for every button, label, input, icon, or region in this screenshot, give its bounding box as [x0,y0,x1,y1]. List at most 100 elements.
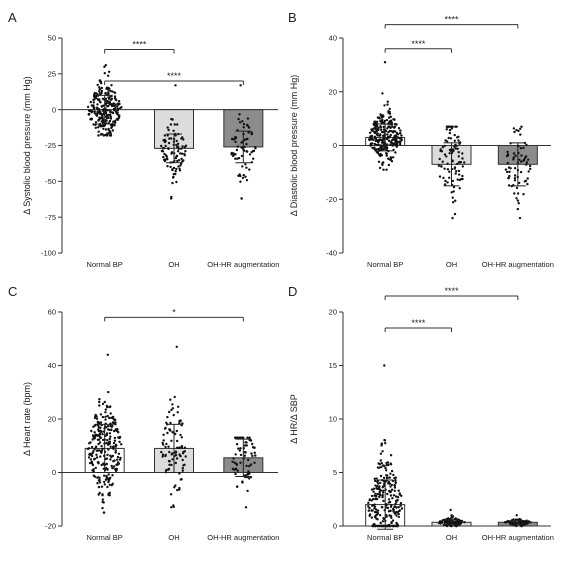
data-point [101,506,104,510]
data-point [90,429,93,433]
data-point [178,488,181,491]
data-point [378,134,381,137]
data-point [174,461,177,465]
data-point [114,418,117,421]
data-point [176,123,179,126]
data-point [372,487,376,490]
data-point [110,126,113,130]
data-point [184,455,187,458]
data-point [512,156,515,159]
data-point [234,436,237,439]
data-point [380,444,383,447]
data-point [97,119,100,122]
data-point [374,479,377,483]
data-point [230,137,234,141]
data-point [379,128,383,132]
data-point [386,476,389,480]
data-point [441,519,444,522]
data-point [114,119,117,123]
data-point [394,479,397,482]
data-point [457,161,461,164]
points-3 [230,84,257,200]
data-point [169,165,172,169]
data-point [248,472,251,475]
data-point [247,458,250,462]
data-point [371,128,374,132]
data-point [460,520,463,524]
data-point [102,511,106,514]
data-point [90,445,94,449]
y-tick-label: 25 [48,69,56,78]
data-point [93,110,96,113]
data-point [391,144,394,147]
y-tick-label: -100 [41,249,56,258]
data-point [176,439,179,443]
data-point [515,524,518,528]
data-point [109,115,112,118]
data-point [453,133,456,137]
x-tick-label: Normal BP [367,533,403,542]
data-point [449,137,453,140]
data-point [180,445,184,448]
data-point [92,450,95,453]
x-tick-label: Normal BP [87,533,123,542]
data-point [176,142,180,145]
data-point [512,524,515,527]
data-point [377,143,380,146]
data-point [389,156,392,159]
data-point [109,103,113,106]
data-point [446,168,450,171]
data-point [239,461,242,464]
data-point [458,173,461,176]
data-point [101,97,105,101]
data-point [114,97,117,100]
data-point [519,133,522,136]
data-point [373,503,376,506]
data-point [96,110,99,114]
data-point [93,475,97,478]
data-point [105,86,109,89]
data-point [249,463,253,466]
data-point [110,97,114,101]
data-point [246,150,249,153]
data-point [519,523,522,527]
data-point [394,134,398,138]
data-point [390,469,394,473]
data-point [101,500,104,504]
data-point [448,128,452,132]
data-point [176,411,179,414]
data-point [367,509,370,512]
data-point [98,86,101,89]
panel-letter: C [8,284,17,299]
data-point [102,134,106,137]
data-point [389,462,392,465]
data-point [169,493,173,496]
data-point [106,425,110,428]
data-point [252,157,255,160]
data-point [94,126,98,129]
data-point [391,519,395,522]
data-point [101,402,105,406]
data-point [378,466,381,469]
data-point [455,170,458,173]
data-point [99,426,102,429]
data-point [110,484,114,487]
y-tick-label: 40 [48,361,56,370]
data-point [399,501,403,505]
data-point [389,514,393,518]
data-point [454,147,457,150]
data-point [181,467,184,470]
data-point [461,165,464,168]
y-tick-label: -50 [45,177,56,186]
data-point [100,105,104,108]
y-tick-label: 0 [333,522,337,531]
data-point [177,405,180,408]
data-point [385,464,388,467]
data-point [232,457,235,460]
data-point [112,441,116,445]
data-point [108,494,111,497]
data-point [448,176,451,179]
data-point [112,460,115,463]
data-point [392,138,396,141]
data-point [367,505,370,508]
